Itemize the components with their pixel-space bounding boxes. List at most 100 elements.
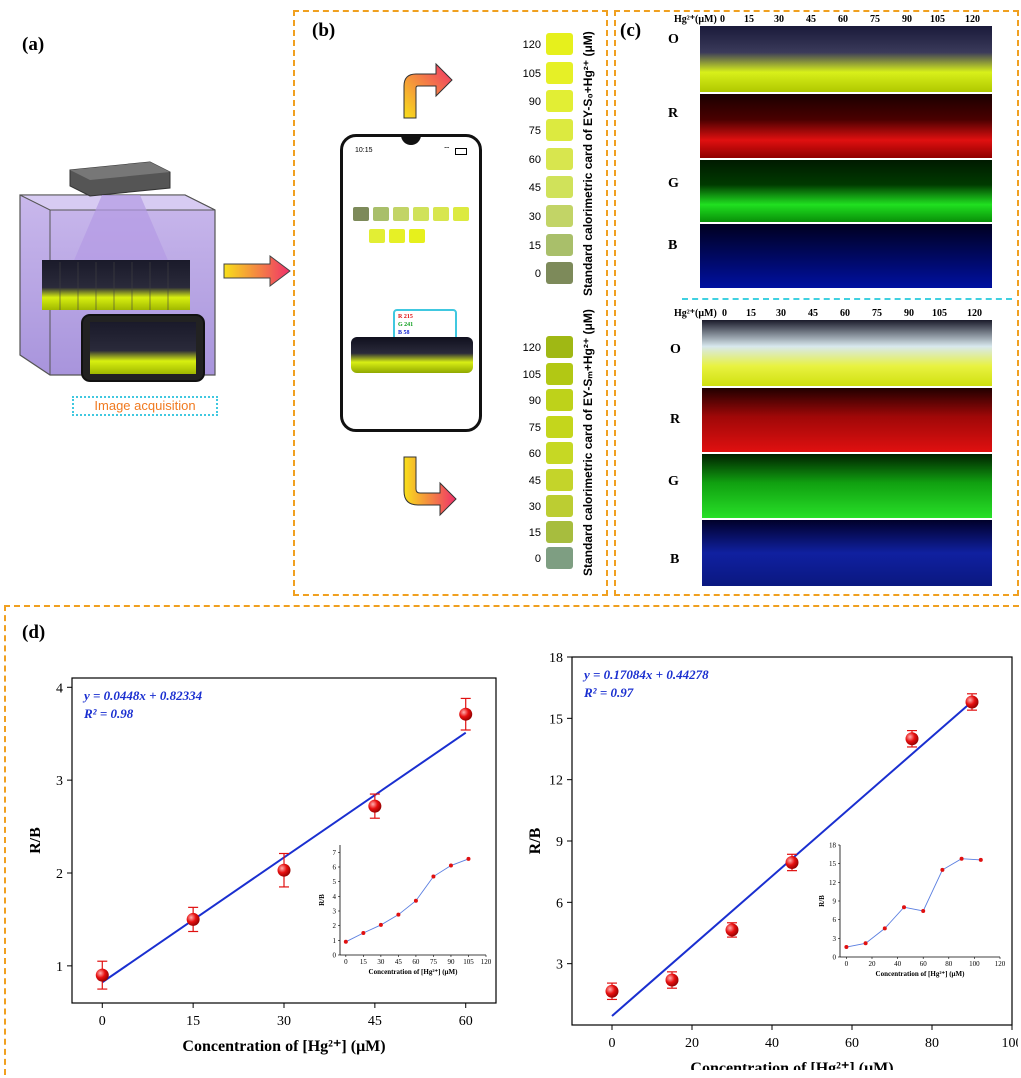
- vial-photo-bottom-original: [702, 320, 992, 386]
- card-top-swatch: [546, 234, 573, 256]
- inset-y-tick-label: 1: [333, 937, 337, 945]
- data-point: [965, 695, 979, 709]
- x-axis-label: Concentration of [Hg²⁺] (μM): [690, 1060, 893, 1070]
- right-arrow-icon: [223, 255, 291, 287]
- inset-x-tick-label: 120: [995, 960, 1006, 968]
- card-bottom-level-8: 0: [534, 553, 541, 565]
- card-top-level-6: 30: [528, 211, 541, 223]
- y-tick-label: 3: [556, 958, 563, 973]
- equation-text: y = 0.17084x + 0.44278: [582, 667, 709, 682]
- conc-bottom-4: 60: [840, 308, 850, 319]
- rgb-b-value: B 58: [398, 330, 410, 336]
- inset-series-line: [345, 858, 469, 943]
- r-squared-text: R² = 0.98: [83, 706, 134, 721]
- inset-data-point: [378, 922, 383, 927]
- card-top-level-4: 60: [528, 154, 541, 166]
- inset-y-tick-label: 3: [833, 935, 837, 943]
- inset-data-point: [882, 926, 887, 931]
- inset-y-tick-label: 7: [333, 849, 337, 857]
- image-acquisition-caption: Image acquisition: [72, 396, 218, 416]
- card-bottom-level-1: 105: [522, 369, 541, 381]
- card-top-level-0: 120: [522, 39, 541, 51]
- row-label-top-R: R: [668, 106, 679, 121]
- inset-data-point: [396, 912, 401, 917]
- card-bottom-swatch: [546, 416, 573, 438]
- data-point: [95, 968, 109, 982]
- y-tick-label: 18: [549, 651, 563, 666]
- conc-top-5: 75: [870, 14, 880, 25]
- inset-x-tick-label: 30: [377, 958, 385, 966]
- card-bottom-swatch: [546, 495, 573, 517]
- conc-top-2: 30: [774, 14, 784, 25]
- card-top-swatch: [546, 205, 573, 227]
- panel-label-a: (a): [22, 34, 45, 55]
- imaging-box-illustration: [19, 161, 216, 382]
- inset-x-tick-label: 90: [447, 958, 455, 966]
- x-tick-label: 0: [609, 1036, 616, 1051]
- card-bottom-swatch: [546, 363, 573, 385]
- inset-x-tick-label: 75: [430, 958, 438, 966]
- card-top-swatch: [546, 119, 573, 141]
- card-top-title: Standard calorimetric card of EY-S₀+Hg²⁺…: [581, 31, 595, 296]
- wifi-icon: ⌔: [443, 145, 451, 154]
- card-bottom-title: Standard calorimetric card of EY-Sₘ+Hg²⁺…: [581, 309, 595, 576]
- conc-top-3: 45: [806, 14, 816, 25]
- inset-data-point: [466, 856, 471, 861]
- card-bottom-level-7: 15: [528, 527, 541, 539]
- inset-data-point: [448, 863, 453, 868]
- row-label-bottom-B: B: [670, 552, 680, 567]
- card-bottom-level-4: 60: [528, 448, 541, 460]
- vial-photo-top-red: [700, 94, 992, 158]
- battery-icon: [455, 148, 467, 155]
- panel-d-frame: [4, 605, 1019, 1075]
- data-point: [186, 912, 200, 926]
- inset-y-tick-label: 6: [333, 864, 337, 872]
- x-tick-label: 80: [925, 1036, 939, 1051]
- rgb-g-value: G 241: [398, 322, 414, 328]
- conc-top-4: 60: [838, 14, 848, 25]
- x-tick-label: 100: [1002, 1036, 1019, 1051]
- inset-x-tick-label: 80: [945, 960, 953, 968]
- x-tick-label: 45: [368, 1014, 382, 1029]
- conc-top-7: 105: [930, 14, 945, 25]
- inset-x-tick-label: 20: [869, 960, 877, 968]
- curved-down-arrow-icon: [403, 456, 457, 517]
- inset-y-tick-label: 4: [333, 893, 337, 901]
- row-label-top-O: O: [668, 32, 679, 47]
- inset-y-axis-label: R/B: [318, 894, 326, 906]
- equation-text: y = 0.0448x + 0.82334: [82, 688, 203, 703]
- conc-bottom-5: 75: [872, 308, 882, 319]
- card-top-level-8: 0: [534, 268, 541, 280]
- data-point: [605, 984, 619, 998]
- inset-x-tick-label: 60: [412, 958, 420, 966]
- conc-top-0: 0: [720, 14, 725, 25]
- card-top-level-5: 45: [528, 182, 541, 194]
- inset-x-tick-label: 45: [395, 958, 403, 966]
- inset-data-point: [413, 898, 418, 903]
- inset-y-tick-label: 0: [333, 952, 337, 960]
- phone-vial-photo: [351, 337, 473, 373]
- card-bottom-swatch: [546, 469, 573, 491]
- inset-y-tick-label: 3: [333, 908, 337, 916]
- vial-photo-bottom-blue: [702, 520, 992, 586]
- inset-y-tick-label: 18: [829, 842, 837, 850]
- vial-photo-bottom-red: [702, 388, 992, 452]
- inset-data-point: [940, 867, 945, 872]
- plot-frame: [71, 677, 497, 1004]
- row-label-bottom-R: R: [670, 412, 681, 427]
- x-tick-label: 60: [459, 1014, 473, 1029]
- rgb-r-value: R 215: [398, 314, 413, 320]
- y-tick-label: 6: [556, 896, 563, 911]
- card-bottom-level-5: 45: [528, 475, 541, 487]
- inset-y-tick-label: 2: [333, 922, 337, 930]
- color-card-top: 120 105 90 75 60 45 30 15 0 Standard cal…: [515, 28, 605, 298]
- inset-y-tick-label: 15: [829, 860, 837, 868]
- inset-y-tick-label: 12: [829, 879, 837, 887]
- inset-y-tick-label: 0: [833, 954, 837, 962]
- x-tick-label: 20: [685, 1036, 699, 1051]
- inset-data-point: [921, 908, 926, 913]
- inset-data-point: [343, 939, 348, 944]
- y-tick-label: 4: [56, 681, 63, 696]
- inset-data-point: [844, 945, 849, 950]
